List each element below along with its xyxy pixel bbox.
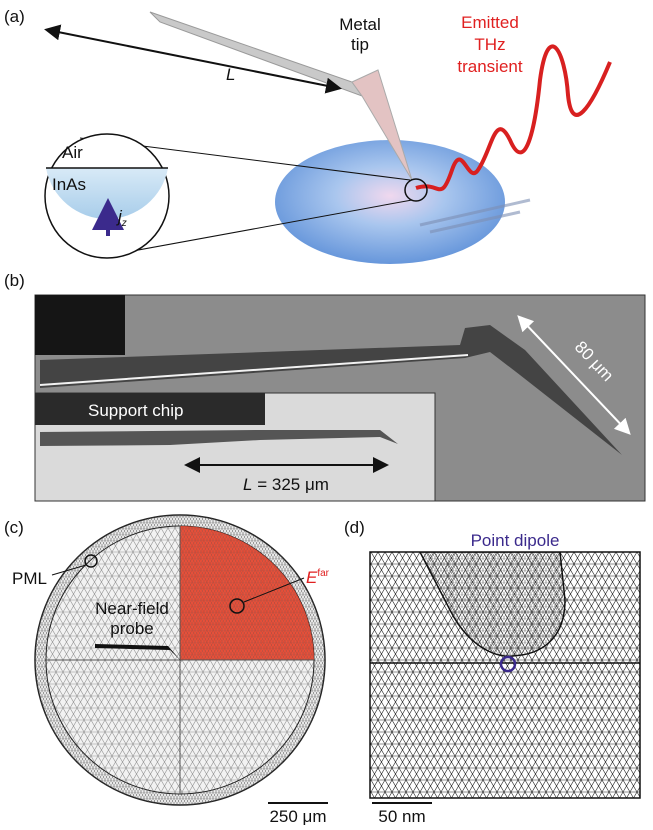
mesh — [370, 552, 640, 798]
figure: (a) L Metal tip Emitted THz transient Ai… — [0, 0, 653, 830]
panel-label: (c) — [4, 518, 24, 537]
probe-label: probe — [110, 619, 153, 638]
panel-label: (b) — [4, 271, 25, 290]
length-symbol: L — [243, 475, 252, 494]
chip-shadow — [35, 295, 125, 355]
emission-label: Emitted — [461, 13, 519, 32]
medium-label: InAs — [52, 175, 86, 194]
pml-label: PML — [12, 569, 47, 588]
cantilever — [150, 12, 362, 96]
inset-label: Support chip — [88, 401, 183, 420]
panel-label: (a) — [4, 7, 25, 26]
panel-label: (d) — [344, 518, 365, 537]
medium-label: Air — [62, 143, 83, 162]
length-symbol: L — [226, 65, 235, 84]
scale-label: 50 nm — [378, 807, 425, 826]
length-value: = 325 μm — [257, 475, 329, 494]
field-label: Efar — [306, 568, 330, 587]
field-symbol: E — [306, 568, 318, 587]
current-subscript: z — [121, 218, 127, 229]
tip-label: tip — [351, 35, 369, 54]
emission-label: transient — [457, 57, 522, 76]
far-field-mesh — [180, 526, 314, 660]
dipole-label: Point dipole — [471, 531, 560, 550]
tip-label: Metal — [339, 15, 381, 34]
scale-label: 250 μm — [269, 807, 326, 826]
length-arrow — [48, 30, 338, 88]
emission-label: THz — [474, 35, 505, 54]
field-superscript: far — [317, 568, 329, 579]
sample-disk — [275, 140, 505, 264]
length-label: L = 325 μm — [243, 475, 329, 494]
probe-label: Near-field — [95, 599, 169, 618]
